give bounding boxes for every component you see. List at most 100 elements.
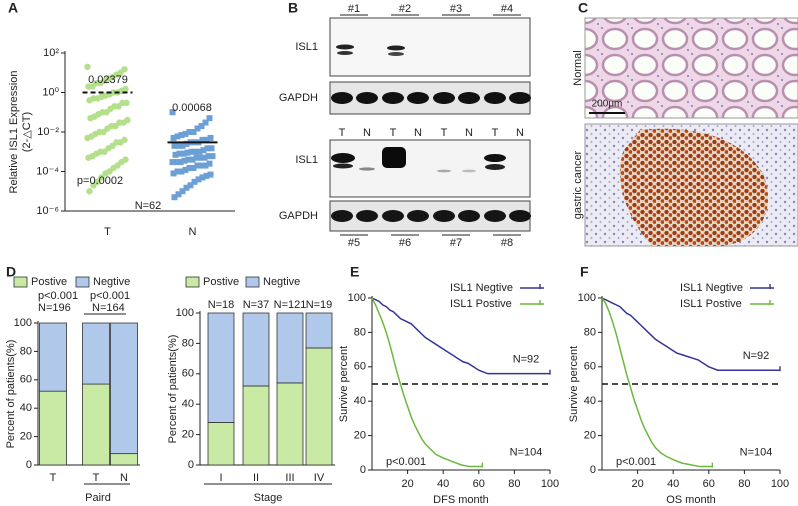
point: [195, 176, 202, 183]
lane-label: N: [516, 127, 524, 139]
point: [102, 170, 109, 177]
group-label: Paird: [85, 492, 111, 504]
point: [84, 63, 91, 71]
x-tick-label: T: [50, 472, 57, 484]
point: [171, 142, 178, 149]
x-axis-label: OS month: [666, 494, 716, 506]
point: [198, 162, 205, 169]
x-tick-label: T: [93, 472, 100, 484]
count-label: N=92: [513, 354, 540, 366]
panel-label: F: [580, 264, 589, 280]
point: [206, 115, 213, 122]
point: [84, 134, 91, 142]
row-label: gastric cancer: [572, 150, 584, 219]
x-tick-label: I: [219, 472, 222, 484]
x-tick-label: 40: [667, 478, 679, 490]
survival-curve: [601, 297, 713, 468]
legend-swatch: [245, 276, 260, 288]
point: [170, 134, 177, 141]
point: [178, 132, 185, 139]
point: [190, 165, 197, 172]
point: [206, 160, 213, 167]
band: [382, 92, 404, 104]
point: [172, 151, 179, 158]
x-tick-label: 80: [508, 478, 520, 490]
annotation: 0.02379: [88, 74, 128, 86]
band: [509, 92, 531, 104]
annotation: p=0.0002: [77, 175, 123, 187]
row-label: GAPDH: [279, 92, 318, 104]
annotation: p<0.001: [90, 290, 130, 302]
annotation: p<0.001: [616, 456, 656, 468]
x-tick-label: 60: [473, 478, 485, 490]
group-label: #5: [348, 237, 360, 249]
y-tick-label: 0: [360, 464, 366, 476]
legend-swatch: [13, 276, 28, 288]
panel-label: C: [578, 0, 588, 16]
group-label: #7: [450, 237, 462, 249]
bar-segment: [110, 322, 138, 455]
band: [331, 92, 353, 104]
legend-label: ISL1 Negtive: [450, 282, 513, 294]
bar-label: N=19: [306, 299, 333, 311]
band: [484, 92, 506, 104]
y-tick-label: 0: [26, 459, 32, 471]
panel-label: B: [288, 0, 298, 16]
y-tick-label: 20: [20, 431, 32, 443]
point: [207, 171, 214, 178]
survival-curve: [371, 297, 550, 375]
point: [203, 136, 210, 143]
point: [188, 148, 195, 155]
group-label: #6: [399, 237, 411, 249]
y-tick-label: 40: [584, 395, 596, 407]
point: [194, 125, 201, 132]
point: [171, 194, 178, 201]
point: [87, 114, 94, 122]
ihc-images: 200μm Normal gastric cancer: [572, 17, 798, 247]
group-label: #8: [501, 237, 513, 249]
count-label: N=104: [510, 446, 543, 458]
point: [174, 168, 181, 175]
band: [407, 92, 429, 104]
group-label: #2: [399, 3, 411, 15]
point: [187, 182, 194, 189]
point: [85, 83, 92, 90]
legend-swatch: [185, 276, 200, 288]
y-tick-label: 0: [188, 459, 194, 471]
annotation: N=164: [92, 302, 125, 314]
bar-segment: [82, 383, 110, 466]
point: [205, 153, 212, 160]
row-label: ISL1: [295, 154, 318, 166]
point: [86, 97, 93, 104]
bar-segment: [39, 322, 67, 392]
count-label: N=104: [740, 446, 773, 458]
band: [356, 92, 378, 104]
y-tick-label: 80: [354, 326, 366, 338]
lane-label: T: [492, 127, 499, 139]
y-tick-label: 40: [20, 402, 32, 414]
y-tick-label: 20: [182, 429, 194, 441]
band: [336, 44, 354, 50]
y-tick-label: 10⁻⁶: [36, 205, 59, 217]
x-tick-label: 80: [738, 478, 750, 490]
point: [198, 123, 205, 130]
point: [186, 165, 193, 172]
legend-label: ISL1 Postive: [680, 298, 742, 310]
annotation: p<0.001: [38, 290, 78, 302]
bar-segment: [207, 312, 235, 423]
y-tick-label: 80: [182, 337, 194, 349]
bar-segment: [276, 312, 304, 384]
point: [191, 178, 198, 185]
y-axis-label: (2-△CT): [21, 112, 33, 152]
point: [179, 142, 186, 149]
legend-label: ISL1 Postive: [450, 298, 512, 310]
y-tick-label: 40: [182, 398, 194, 410]
ihc-normal: [584, 17, 798, 119]
point: [208, 145, 215, 152]
y-tick-label: 0: [590, 464, 596, 476]
point: [201, 154, 208, 161]
x-tick-label: 20: [401, 478, 413, 490]
survival-curve: [371, 297, 483, 468]
point: [86, 188, 93, 195]
point: [98, 174, 105, 181]
